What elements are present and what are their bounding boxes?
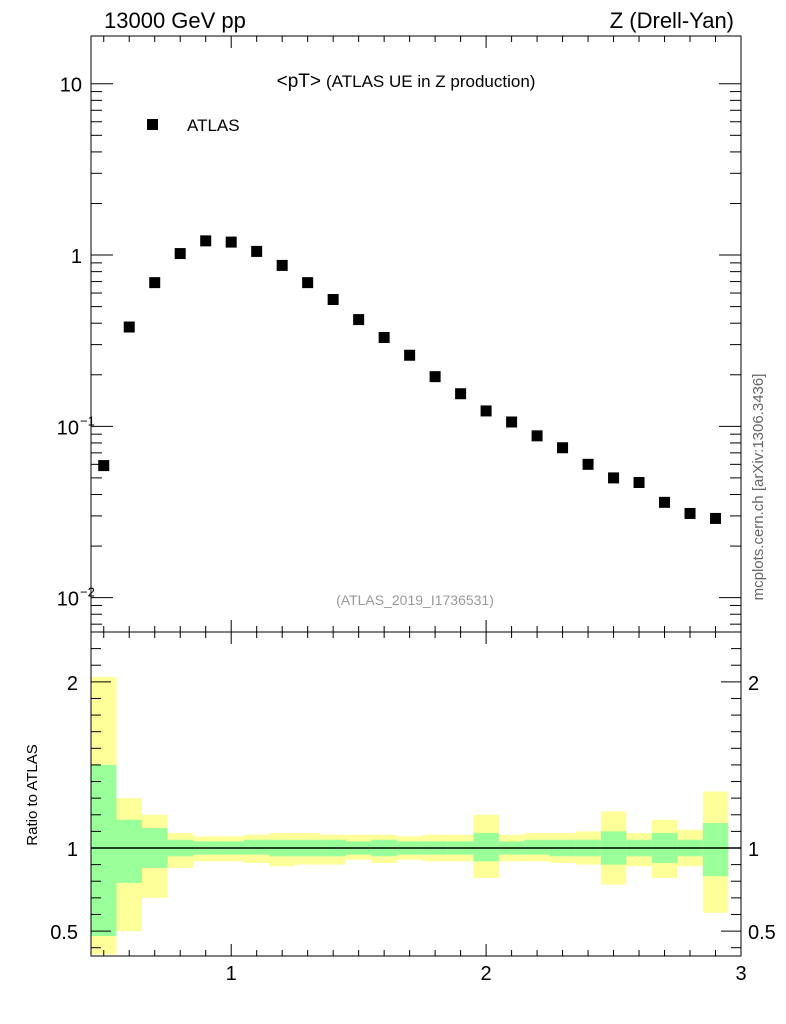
legend-label: ATLAS	[187, 116, 240, 135]
data-point	[582, 458, 594, 470]
ratio-y-tick-label-left: 1	[67, 839, 78, 861]
data-point	[429, 371, 441, 383]
data-point	[455, 388, 467, 400]
data-point	[353, 314, 365, 326]
side-credit: mcplots.cern.ch [arXiv:1306.3436]	[750, 374, 767, 601]
data-point	[404, 349, 416, 361]
data-point	[98, 460, 110, 472]
data-point	[149, 277, 161, 289]
main-y-tick-exponent: −2	[80, 585, 95, 600]
ratio-band-bin	[116, 819, 142, 883]
ratio-y-tick-label-right: 1	[748, 839, 759, 861]
ratio-x-tick-label: 3	[735, 963, 746, 985]
ratio-ylabel: Ratio to ATLAS	[24, 744, 41, 845]
data-point	[633, 477, 645, 489]
ratio-y-tick-label-left: 0.5	[50, 922, 78, 944]
ratio-band-bin	[473, 833, 499, 862]
data-point	[506, 416, 518, 428]
data-point	[608, 472, 620, 484]
main-markers	[98, 235, 722, 524]
main-y-tick-label: 1	[71, 246, 82, 268]
main-y-tick-label: 10	[57, 417, 79, 439]
header-left: 13000 GeV pp	[104, 8, 246, 33]
analysis-watermark: (ATLAS_2019_I1736531)	[336, 592, 494, 608]
main-y-tick-label: 10	[57, 589, 79, 611]
ratio-panel: 1 2 3 2 2 1 1 0.5 0.5 Ratio to ATLAS	[24, 631, 776, 985]
ratio-y-tick-label-right: 2	[748, 673, 759, 695]
ratio-frame	[90, 631, 742, 957]
data-point	[251, 245, 263, 257]
data-point	[276, 259, 288, 271]
data-point	[225, 236, 237, 248]
data-point	[557, 442, 569, 454]
plot-title-sub: (ATLAS UE in Z production)	[326, 72, 535, 91]
ratio-bands	[91, 676, 729, 955]
data-point	[200, 235, 212, 247]
data-point	[684, 507, 696, 519]
ratio-x-tick-label: 2	[481, 963, 492, 985]
main-y-tick-exponent: −1	[80, 413, 95, 428]
ratio-band-bin	[91, 764, 117, 937]
ratio-band-bin	[524, 839, 550, 855]
plot-title-main: <pT>	[277, 71, 321, 92]
data-point	[531, 430, 543, 442]
ratio-band-bin	[702, 823, 729, 877]
data-point	[174, 248, 186, 260]
main-y-tick-label: 10	[60, 75, 82, 97]
data-point	[123, 321, 135, 333]
data-point	[378, 332, 390, 344]
data-point	[302, 277, 314, 289]
header-right: Z (Drell-Yan)	[610, 8, 734, 33]
data-point	[327, 294, 339, 306]
ratio-x-tick-label: 1	[226, 963, 237, 985]
legend-marker	[147, 119, 158, 130]
ratio-y-tick-label-left: 2	[67, 673, 78, 695]
ratio-band-bin	[243, 839, 270, 855]
ratio-y-tick-label-right: 0.5	[748, 922, 776, 944]
data-point	[659, 496, 671, 508]
data-point	[710, 512, 722, 524]
data-point	[480, 405, 492, 417]
ratio-ticks: 1 2 3 2 2 1 1 0.5 0.5	[50, 632, 776, 985]
